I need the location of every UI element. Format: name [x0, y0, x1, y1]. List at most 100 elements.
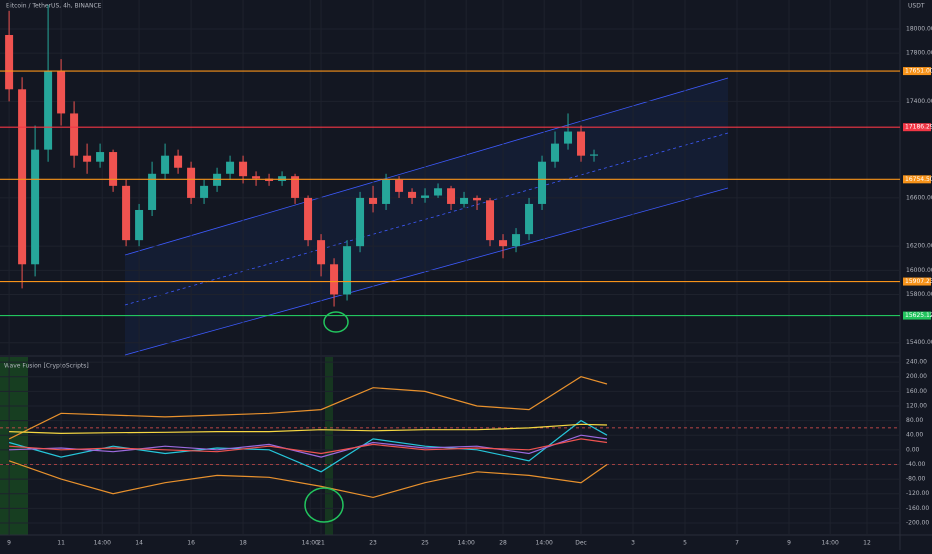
candle-body [148, 173, 157, 210]
candle-body [252, 176, 261, 179]
candle-body [590, 154, 599, 156]
y-tick-label: 0.00 [906, 446, 920, 453]
x-tick-label: 25 [421, 540, 429, 547]
candle-body [564, 131, 573, 144]
candle-body [538, 161, 547, 204]
y-tick-label: 120.00 [906, 402, 927, 409]
x-tick-label: 9 [787, 540, 791, 547]
y-tick-label: 16200.00 [906, 243, 932, 250]
candle-body [395, 179, 404, 192]
y-tick-label: -120.00 [906, 490, 929, 497]
candle-body [18, 89, 27, 265]
candle-body [187, 167, 196, 198]
candle-body [135, 209, 144, 241]
y-tick-label: -160.00 [906, 505, 929, 512]
price-level-tag [903, 277, 931, 286]
price-level-label: 15625.12 [905, 312, 932, 319]
price-level-label: 17651.00 [905, 68, 932, 75]
candle-body [44, 71, 53, 150]
indicator-title: Wave Fusion [CryptoScripts] [4, 363, 89, 370]
y-tick-label: -200.00 [906, 519, 929, 526]
candle-body [447, 188, 456, 204]
x-tick-label: 18 [239, 540, 247, 547]
candle-body [109, 152, 118, 186]
indicator-line [8, 419, 608, 473]
y-tick-label: 17800.00 [906, 50, 932, 57]
annotation-circle [323, 311, 349, 333]
y-tick-label: 15400.00 [906, 339, 932, 346]
indicator-line [8, 376, 608, 440]
candle-body [5, 34, 14, 90]
y-tick-label: 15800.00 [906, 291, 932, 298]
price-level-label: 15907.23 [905, 278, 932, 285]
candle-body [304, 197, 313, 241]
price-level-tag [903, 67, 931, 76]
candle-body [551, 143, 560, 162]
y-tick-label: 80.00 [906, 417, 923, 424]
candle-body [31, 149, 40, 265]
x-tick-label: 14:00 [94, 540, 111, 547]
candle-body [382, 179, 391, 204]
x-tick-label: 14:00 [821, 540, 838, 547]
y-tick-label: 18000.00 [906, 25, 932, 32]
y-tick-label: 16600.00 [906, 194, 932, 201]
x-tick-label: 12 [863, 540, 871, 547]
candle-body [122, 185, 131, 241]
x-tick-label: 23 [369, 540, 377, 547]
x-tick-label: 7 [735, 540, 739, 547]
y-tick-label: -40.00 [906, 461, 926, 468]
candle-body [70, 113, 79, 156]
indicator-line [9, 423, 608, 435]
candle-body [356, 197, 365, 247]
x-tick-label: 14:00 [536, 540, 553, 547]
price-level-label: 17186.29 [905, 124, 932, 131]
y-tick-label: 200.00 [906, 373, 927, 380]
candle-body [96, 152, 105, 162]
candle-body [226, 161, 235, 174]
candle-body [83, 155, 92, 162]
candle-body [512, 234, 521, 247]
x-tick-label: Dec [575, 540, 587, 547]
candle-body [278, 176, 287, 182]
channel-lower [124, 187, 729, 356]
candle-body [239, 161, 248, 177]
candle-body [291, 176, 300, 198]
x-tick-label: 11 [57, 540, 65, 547]
candle-body [421, 195, 430, 198]
candle-body [57, 71, 66, 114]
chart-title: Bitcoin / TetherUS, 4h, BINANCE [6, 3, 102, 10]
price-level-label: 16754.50 [905, 176, 932, 183]
x-tick-label: 16 [187, 540, 195, 547]
x-tick-label: 21 [317, 540, 325, 547]
x-tick-label: 5 [683, 540, 687, 547]
candle-body [161, 155, 170, 174]
y-tick-label: 160.00 [906, 388, 927, 395]
candle-body [486, 200, 495, 241]
candle-body [460, 197, 469, 204]
y-tick-label: 17400.00 [906, 98, 932, 105]
x-tick-label: 14:00 [302, 540, 319, 547]
candle-body [174, 155, 183, 168]
price-level-tag [903, 175, 931, 184]
candle-body [577, 131, 586, 156]
unit-label: USDT [908, 3, 925, 10]
x-tick-label: 28 [499, 540, 507, 547]
channel-upper [124, 77, 729, 256]
indicator-line [9, 438, 608, 455]
annotation-circle [304, 487, 344, 523]
x-tick-label: 3 [631, 540, 635, 547]
candle-body [473, 197, 482, 201]
x-tick-label: 14 [135, 540, 143, 547]
x-tick-label: 14:00 [458, 540, 475, 547]
candle-body [343, 246, 352, 295]
y-tick-label: -80.00 [906, 476, 926, 483]
candle-body [317, 240, 326, 265]
candle-body [499, 240, 508, 247]
y-tick-label: 40.00 [906, 432, 923, 439]
price-level-tag [903, 311, 931, 320]
channel-mid [124, 132, 729, 306]
candle-body [200, 185, 209, 198]
candle-body [525, 203, 534, 235]
